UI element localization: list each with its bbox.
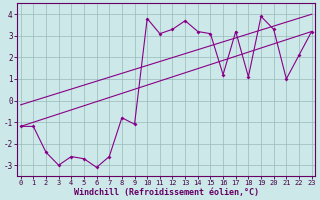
X-axis label: Windchill (Refroidissement éolien,°C): Windchill (Refroidissement éolien,°C) [74, 188, 259, 197]
